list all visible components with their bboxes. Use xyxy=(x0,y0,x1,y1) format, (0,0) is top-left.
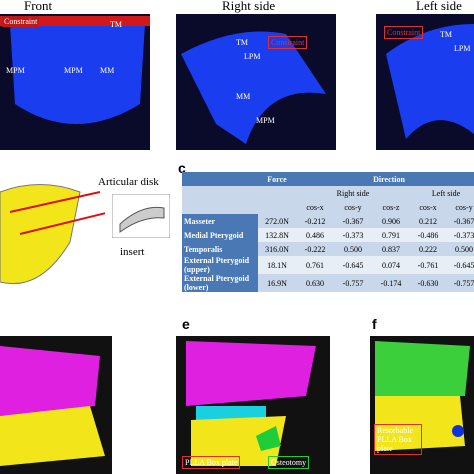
label: MM xyxy=(100,66,115,75)
label: MM xyxy=(236,92,251,101)
label: LPM xyxy=(244,52,261,61)
table-cell: 0.791 xyxy=(372,228,410,242)
table-cell: Medial Pterygoid xyxy=(182,228,258,242)
table-cell: External Pterygoid (lower) xyxy=(182,274,258,292)
table-cell: External Pterygoid (upper) xyxy=(182,256,258,274)
label-box: Constraint xyxy=(268,36,308,49)
table-cell: -0.757 xyxy=(446,274,474,292)
table-cell: 0.906 xyxy=(372,214,410,228)
table-cell: 0.761 xyxy=(296,256,334,274)
table-cell: -0.222 xyxy=(296,242,334,256)
table-cell: 316.0N xyxy=(258,242,296,256)
table-cell: Right side xyxy=(296,186,410,200)
table-cell xyxy=(182,200,258,214)
view-title: Front xyxy=(24,0,53,13)
table-cell: cos-y xyxy=(446,200,474,214)
table-row: External Pterygoid (upper) 18.1N 0.761 -0.6… xyxy=(182,256,474,274)
table-cell: 0.630 xyxy=(296,274,334,292)
table-cell: 132.8N xyxy=(258,228,296,242)
label-box: Constraint xyxy=(384,26,424,39)
label-box: Osteotomy xyxy=(268,456,310,469)
view-title: Left side xyxy=(416,0,462,13)
panel-letter: c xyxy=(178,160,186,176)
table-cell: -0.757 xyxy=(334,274,372,292)
table-cell: -0.212 xyxy=(296,214,334,228)
table-cell: Left side xyxy=(410,186,474,200)
front-image xyxy=(0,14,150,150)
table-cell: 0.212 xyxy=(410,214,446,228)
table-cell: 0.837 xyxy=(372,242,410,256)
label: insert xyxy=(120,246,145,258)
table-cell xyxy=(182,172,258,186)
table-cell: cos-y xyxy=(334,200,372,214)
table-row: Medial Pterygoid 132.8N 0.486 -0.373 0.791 -0… xyxy=(182,228,474,242)
label: MPM xyxy=(256,116,275,125)
label-box: Resorbable PLLA Box plate xyxy=(374,424,422,455)
table-cell: -0.373 xyxy=(334,228,372,242)
header-row: Force Direction xyxy=(182,172,474,186)
table-cell: Force xyxy=(258,172,296,186)
panel-letter: e xyxy=(182,316,190,332)
table-row: External Pterygoid (lower) 16.9N 0.630 -0.7… xyxy=(182,274,474,292)
table-cell: 16.9N xyxy=(258,274,296,292)
label: LPM xyxy=(454,44,471,53)
label: TM xyxy=(236,38,248,47)
table-cell: 272.0N xyxy=(258,214,296,228)
table-cell xyxy=(258,186,296,200)
header-row: Right side Left side xyxy=(182,186,474,200)
table-cell: -0.174 xyxy=(372,274,410,292)
table-cell: -0.373 xyxy=(446,228,474,242)
label: TM xyxy=(110,20,122,29)
label: MPM xyxy=(6,66,25,75)
model-image xyxy=(0,336,112,474)
table-cell: cos-z xyxy=(372,200,410,214)
table-row: Temporalis 316.0N -0.222 0.500 0.837 0.222 0.5… xyxy=(182,242,474,256)
model-image xyxy=(176,336,330,474)
label: MPM xyxy=(64,66,83,75)
panel-letter: f xyxy=(372,316,377,332)
header-row: cos-x cos-y cos-z cos-x cos-y xyxy=(182,200,474,214)
model-image xyxy=(370,336,474,474)
table-cell: 18.1N xyxy=(258,256,296,274)
table-cell: Direction xyxy=(296,172,474,186)
table-cell: 0.074 xyxy=(372,256,410,274)
disk-image xyxy=(0,172,105,302)
table-cell: 0.500 xyxy=(334,242,372,256)
table-cell xyxy=(258,200,296,214)
force-table: Force Direction Right side Left side cos-x co… xyxy=(182,172,474,292)
left-image xyxy=(376,14,474,150)
label: Articular disk xyxy=(98,176,159,188)
inset-image xyxy=(112,194,170,238)
table-cell: -0.367 xyxy=(446,214,474,228)
table-cell: -0.486 xyxy=(410,228,446,242)
table-cell: -0.630 xyxy=(410,274,446,292)
label-box: Constraint xyxy=(2,16,40,27)
table-cell: -0.645 xyxy=(446,256,474,274)
table-row: Masseter 272.0N -0.212 -0.367 0.906 0.212 -0.3… xyxy=(182,214,474,228)
label: TM xyxy=(440,30,452,39)
table-cell: Masseter xyxy=(182,214,258,228)
table-cell: 0.500 xyxy=(446,242,474,256)
table-cell: 0.222 xyxy=(410,242,446,256)
table-cell: 0.486 xyxy=(296,228,334,242)
view-title: Right side xyxy=(222,0,276,13)
table-cell xyxy=(182,186,258,200)
table-cell: Temporalis xyxy=(182,242,258,256)
table-cell: cos-x xyxy=(410,200,446,214)
table-cell: cos-x xyxy=(296,200,334,214)
label-box: PLLA Box plate xyxy=(182,456,241,469)
right-image xyxy=(176,14,336,150)
table-cell: -0.367 xyxy=(334,214,372,228)
table-cell: -0.761 xyxy=(410,256,446,274)
table-cell: -0.645 xyxy=(334,256,372,274)
